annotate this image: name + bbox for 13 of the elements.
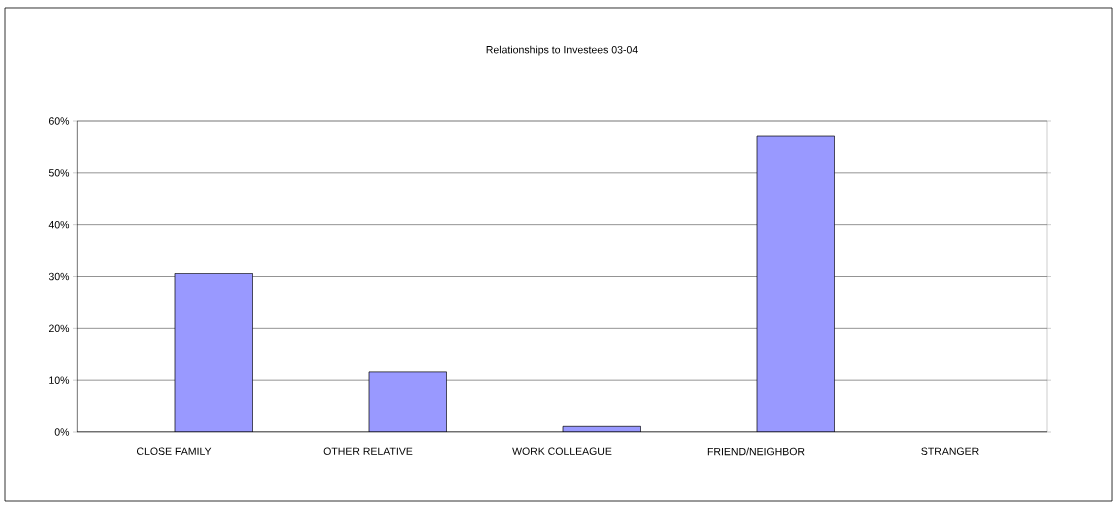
y-tick-label: 0% (54, 428, 70, 436)
y-tick-label: 30% (48, 272, 70, 281)
chart-title: Relationships to Investees 03-04 (486, 45, 638, 56)
x-tick-label: OTHER RELATIVE (323, 447, 413, 455)
y-tick-label: 60% (49, 117, 70, 125)
y-tick-label: 20% (49, 324, 70, 333)
x-tick-label: FRIEND/NEIGHBOR (707, 447, 805, 456)
x-tick-label: WORK COLLEAGUE (512, 447, 612, 455)
x-tick-label: STRANGER (921, 447, 979, 455)
y-tick-label: 10% (49, 376, 70, 384)
y-tick-label: 40% (48, 220, 70, 229)
x-tick-label: CLOSE FAMILY (136, 447, 212, 455)
y-tick-label: 50% (48, 169, 70, 177)
